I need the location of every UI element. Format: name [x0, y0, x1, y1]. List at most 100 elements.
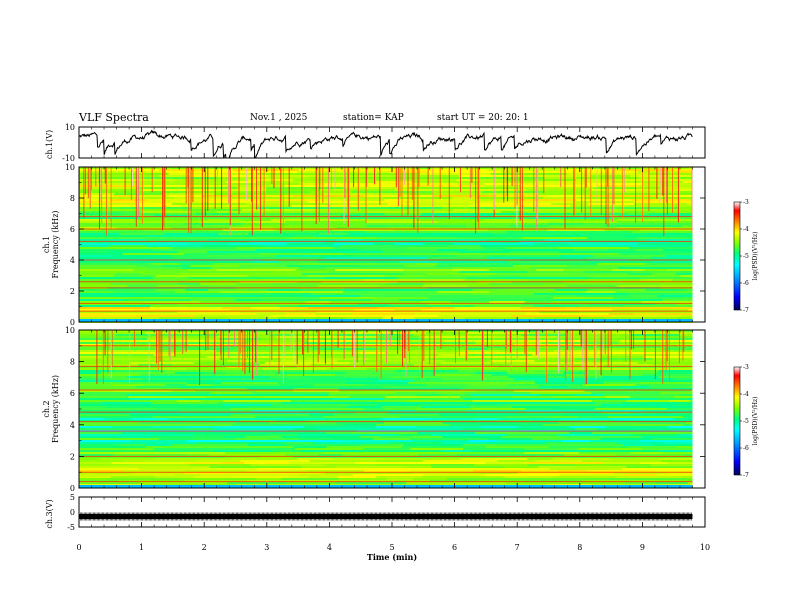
spectrogram-cell — [201, 245, 263, 247]
spectrogram-cell — [660, 460, 693, 462]
spectrogram-cell — [259, 253, 312, 255]
spectrogram-cell — [299, 289, 345, 291]
spectrogram-cell — [494, 273, 568, 275]
spectrogram-cell — [201, 195, 253, 197]
spectrogram-cell — [679, 191, 693, 193]
spectrogram-cell — [414, 317, 465, 319]
spectrogram-cell — [410, 167, 432, 169]
spectrogram-cell — [417, 432, 476, 434]
spectrogram-cell — [564, 454, 617, 456]
spectrogram-cell — [582, 344, 605, 346]
spectrogram-cell — [284, 440, 340, 442]
spectrogram-cell — [585, 195, 659, 197]
spectrogram-cell — [79, 193, 115, 195]
spectrogram-cell — [313, 442, 335, 444]
spectrogram-cell — [587, 203, 635, 205]
spectrogram-cell — [378, 285, 423, 287]
spectrogram-cell — [187, 191, 267, 193]
spectrogram-cell — [266, 215, 341, 217]
spectrogram-cell — [557, 410, 603, 412]
spectrogram-cell — [327, 356, 380, 358]
spectrogram-cell — [451, 197, 477, 199]
spectrogram-cell — [668, 247, 693, 249]
spectrogram-cell — [372, 299, 399, 301]
spectrogram-cell — [79, 291, 114, 293]
spectrogram-cell — [111, 476, 155, 478]
spectrogram-cell — [511, 396, 553, 398]
spectrogram-cell — [338, 478, 387, 480]
spectrogram-cell — [102, 356, 153, 358]
spectrogram-cell — [449, 358, 493, 360]
spectrogram-cell — [423, 420, 498, 422]
spectrogram-cell — [126, 394, 167, 396]
spectrogram-cell — [189, 402, 219, 404]
spectrogram-cell — [547, 225, 569, 227]
spectrogram-cell — [140, 303, 179, 305]
spectrogram-cell — [193, 476, 232, 478]
spectrogram-cell — [380, 436, 413, 438]
spectrogram-cell — [679, 414, 693, 416]
spectrogram-cell — [200, 400, 224, 402]
spectrogram-cell — [224, 346, 250, 348]
spectrogram-cell — [239, 311, 317, 313]
spectrogram-cell — [464, 334, 522, 336]
spectrogram-cell — [151, 402, 190, 404]
spectrogram-cell — [567, 368, 590, 370]
y-tick-label: 0 — [70, 318, 75, 327]
spectrogram-cell — [171, 444, 218, 446]
spectrogram-cell — [272, 470, 309, 472]
spectrogram-cell — [620, 253, 680, 255]
spectrogram-cell — [555, 291, 586, 293]
spectrogram-cell — [209, 466, 254, 468]
spectrogram-cell — [308, 470, 364, 472]
spectrogram-cell — [79, 225, 136, 227]
spectrogram-cell — [296, 366, 362, 368]
spectrogram-cell — [585, 197, 633, 199]
spectrogram-cell — [468, 265, 513, 267]
spectrogram-cell — [403, 269, 453, 271]
spectrogram-cell — [657, 406, 693, 408]
spectrogram-cell — [454, 237, 522, 239]
spectrogram-cell — [527, 464, 575, 466]
spectrogram-cell — [687, 482, 693, 484]
spectrogram-cell — [586, 257, 625, 259]
spectrogram-cell — [658, 195, 693, 197]
spectrogram-cell — [691, 452, 693, 454]
spectrogram-cell — [546, 195, 586, 197]
spectrogram-cell — [226, 360, 254, 362]
spectrogram-cell — [624, 179, 669, 181]
spectrogram-cell — [593, 330, 654, 332]
spectrogram-cell — [377, 404, 419, 406]
spectrogram-cell — [627, 273, 653, 275]
spectrogram-cell — [454, 307, 521, 309]
spectrogram-cell — [281, 478, 339, 480]
spectrogram-cell — [176, 452, 226, 454]
spectrogram-cell — [414, 410, 468, 412]
spectrogram-cell — [572, 239, 648, 241]
spectrogram-cell — [492, 358, 515, 360]
spectrogram-cell — [316, 311, 393, 313]
spectrogram-cell — [675, 273, 693, 275]
spectrogram-cell — [431, 400, 473, 402]
spectrogram-cell — [562, 219, 618, 221]
spectrogram-cell — [255, 458, 298, 460]
spectrogram-cell — [663, 249, 693, 251]
spectrogram-cell — [678, 334, 693, 336]
spectrogram-cell — [117, 480, 152, 482]
spectrogram-cell — [329, 217, 389, 219]
spectrogram-cell — [401, 175, 459, 177]
spectrogram-cell — [326, 267, 359, 269]
spectrogram-cell — [294, 279, 363, 281]
spectrogram-cell — [467, 332, 530, 334]
spectrogram-cell — [375, 426, 417, 428]
spectrogram-cell — [680, 171, 693, 173]
spectrogram-cell — [214, 241, 250, 243]
spectrogram-cell — [381, 418, 432, 420]
spectrogram-cell — [433, 193, 489, 195]
spectrogram-cell — [510, 428, 576, 430]
spectrogram-cell — [113, 370, 165, 372]
spectrogram-cell — [390, 227, 441, 229]
spectrogram-cell — [442, 436, 502, 438]
spectrogram-cell — [226, 482, 287, 484]
